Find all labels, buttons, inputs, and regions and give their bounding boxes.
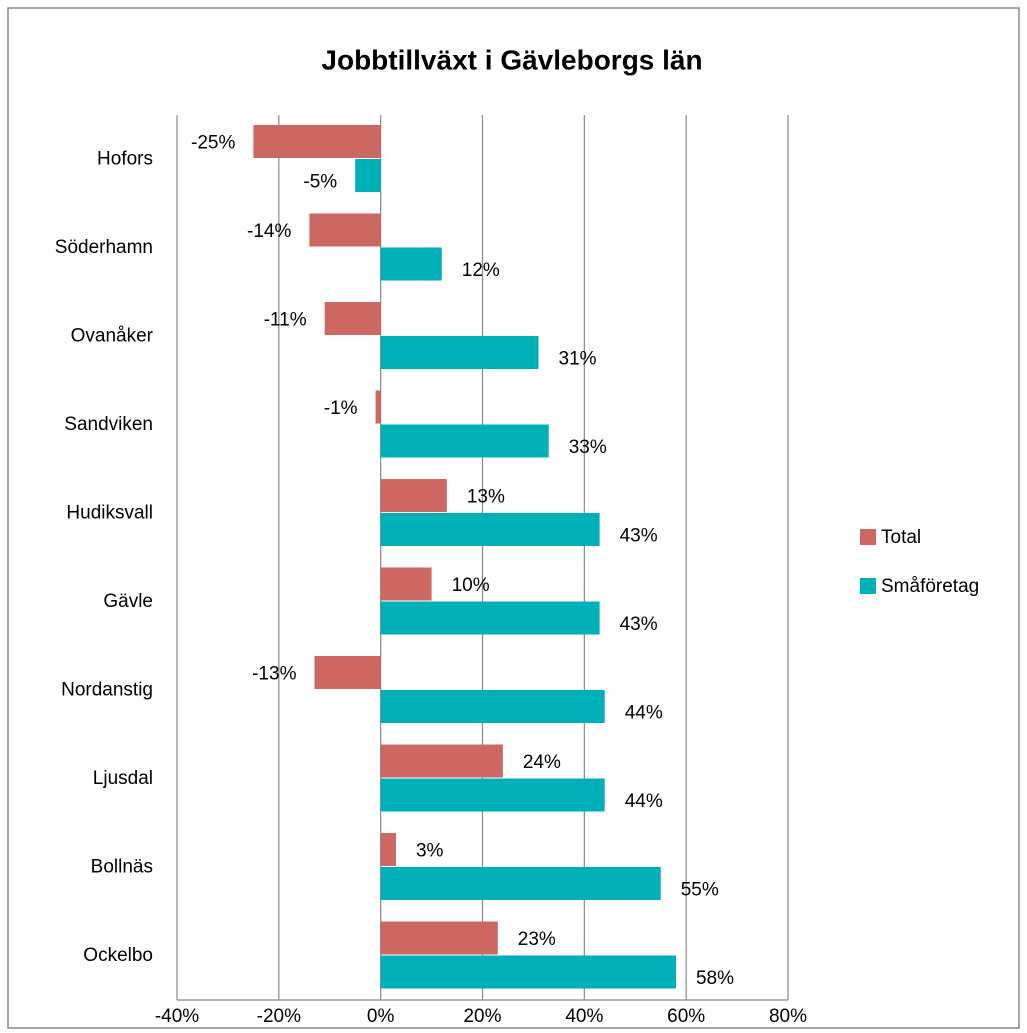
bar	[324, 302, 381, 335]
x-tick-label: 40%	[565, 1006, 603, 1027]
x-tick-label: 60%	[667, 1006, 705, 1027]
legend-label: Småföretag	[881, 576, 979, 597]
data-label: 43%	[620, 614, 658, 635]
bar	[380, 336, 539, 369]
data-label: -14%	[247, 221, 291, 242]
bar	[253, 125, 381, 158]
bar	[375, 390, 381, 424]
data-label: -25%	[191, 133, 235, 154]
bar	[380, 479, 447, 512]
bar	[314, 656, 381, 689]
legend-label: Total	[881, 527, 921, 548]
data-label: 31%	[559, 349, 597, 370]
legend-swatch	[860, 578, 876, 594]
data-label: -13%	[252, 664, 296, 685]
bar	[380, 247, 442, 281]
data-label: 43%	[620, 526, 658, 547]
data-label: 12%	[462, 260, 500, 281]
data-label: 44%	[625, 703, 663, 724]
data-label: 23%	[518, 929, 556, 950]
y-tick-label: Sandviken	[64, 414, 153, 435]
legend-swatch	[860, 529, 876, 545]
x-tick-label: -20%	[257, 1006, 301, 1027]
chart-title: Jobbtillväxt i Gävleborgs län	[321, 44, 702, 75]
y-tick-label: Nordanstig	[61, 679, 153, 700]
bar	[380, 424, 549, 458]
bar	[380, 867, 661, 900]
y-tick-label: Gävle	[103, 591, 153, 612]
y-tick-label: Bollnäs	[91, 856, 153, 877]
bar	[380, 601, 600, 635]
bar	[309, 213, 381, 247]
data-label: 13%	[467, 487, 505, 508]
data-label: 10%	[452, 575, 490, 596]
bar	[355, 159, 381, 192]
bar	[380, 744, 503, 778]
y-tick-label: Hudiksvall	[66, 502, 153, 523]
x-tick-label: 20%	[463, 1006, 501, 1027]
y-tick-label: Hofors	[97, 148, 153, 169]
x-tick-label: 80%	[769, 1006, 807, 1027]
y-tick-label: Ovanåker	[71, 325, 154, 346]
data-label: -11%	[264, 310, 307, 331]
data-label: -1%	[324, 398, 358, 419]
data-label: 44%	[625, 791, 663, 812]
data-label: 58%	[696, 968, 734, 989]
y-tick-label: Ockelbo	[83, 945, 153, 966]
bar	[380, 833, 396, 866]
bar	[380, 567, 432, 601]
y-tick-label: Söderhamn	[55, 237, 153, 258]
bar	[380, 778, 605, 812]
data-label: -5%	[303, 172, 337, 193]
data-label: 3%	[416, 841, 444, 862]
bar	[380, 921, 498, 955]
data-label: 24%	[523, 752, 561, 773]
x-tick-label: 0%	[367, 1006, 395, 1027]
data-label: 33%	[569, 437, 607, 458]
bar	[380, 513, 600, 546]
bar	[380, 955, 676, 989]
y-tick-label: Ljusdal	[93, 768, 153, 789]
x-tick-label: -40%	[155, 1006, 199, 1027]
bar	[380, 690, 605, 723]
data-label: 55%	[681, 880, 719, 901]
